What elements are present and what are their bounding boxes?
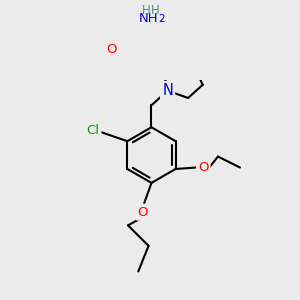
Text: 2: 2 [158,14,165,24]
Text: Cl: Cl [86,124,100,137]
Text: N: N [162,83,173,98]
Text: O: O [107,43,117,56]
Text: H: H [151,4,160,17]
Text: O: O [137,206,148,219]
Polygon shape [140,48,162,63]
Text: O: O [198,161,208,174]
Text: NH: NH [139,12,158,26]
Text: H: H [142,4,151,17]
